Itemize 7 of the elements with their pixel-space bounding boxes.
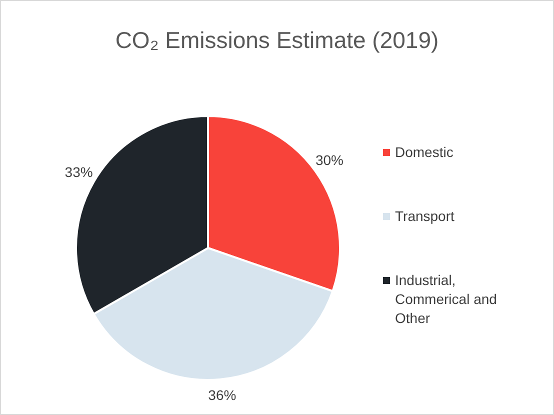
data-label: 33% (64, 164, 93, 180)
data-label: 36% (208, 387, 236, 404)
legend-label: Domestic (395, 144, 454, 160)
legend-label: Industrial, Commerical and Other (395, 272, 497, 326)
chart-title: CO₂ Emissions Estimate (2019) (115, 27, 439, 53)
legend-label: Transport (395, 208, 454, 224)
data-label: 30% (315, 152, 344, 168)
